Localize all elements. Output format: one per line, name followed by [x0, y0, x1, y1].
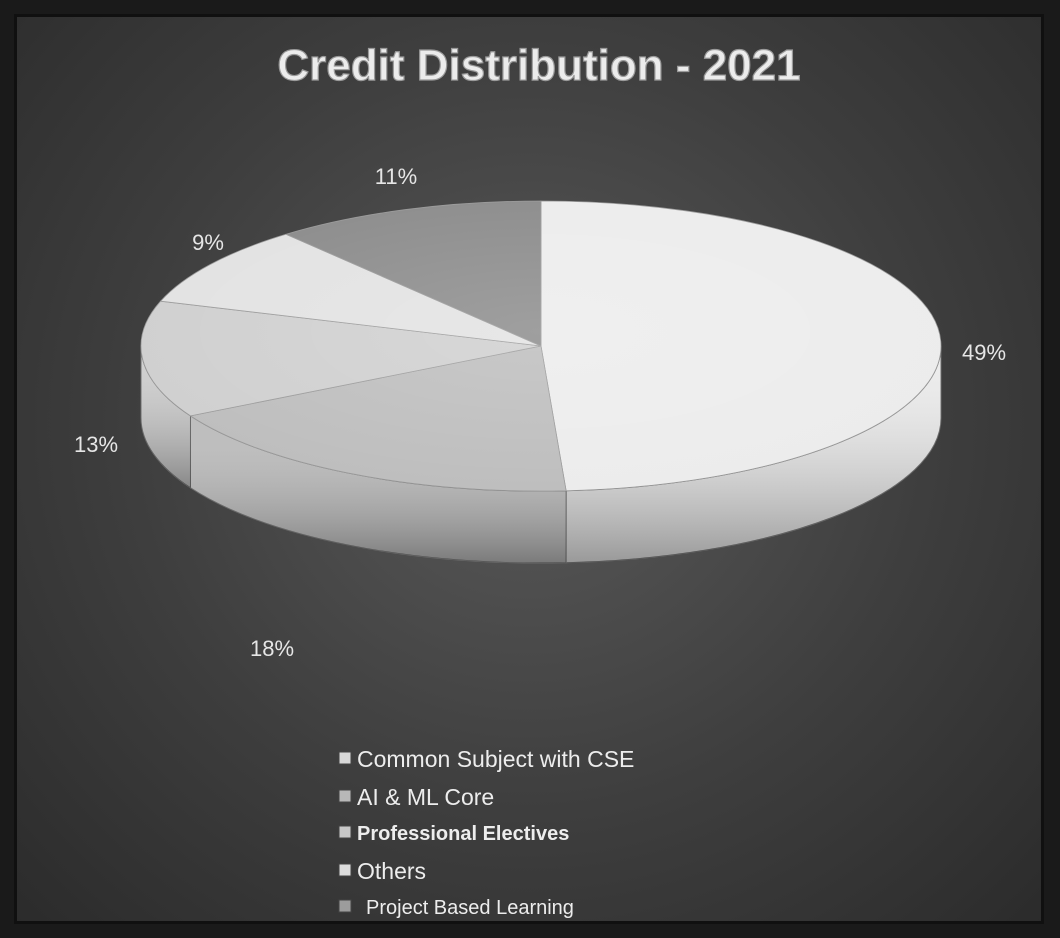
legend-item-others: Others: [338, 858, 426, 884]
legend-item-ai-ml-core: AI & ML Core: [338, 784, 494, 810]
slice-label-others: 9%: [192, 230, 224, 255]
legend-swatch-others: [338, 863, 352, 877]
slice-label-professional-electives: 13%: [74, 432, 118, 457]
legend-item-project-based-learning: Project Based Learning: [338, 897, 574, 919]
pie-chart: Credit Distribution - 2021 49% 18% 13% 9…: [74, 40, 1006, 919]
slice-label-common-subject: 49%: [962, 340, 1006, 365]
chart-title: Credit Distribution - 2021: [277, 41, 800, 90]
legend-label-ai-ml-core: AI & ML Core: [357, 784, 494, 810]
legend-label-professional-electives: Professional Electives: [357, 823, 569, 845]
slice-label-project-based-learning: 11%: [375, 164, 417, 189]
legend-swatch-professional-electives: [338, 825, 352, 839]
pie-labels: 49% 18% 13% 9% 11%: [74, 164, 1006, 661]
legend-item-common-subject: Common Subject with CSE: [338, 746, 634, 772]
legend: Common Subject with CSE AI & ML Core Pro…: [338, 746, 634, 919]
legend-label-project-based-learning: Project Based Learning: [366, 897, 574, 919]
legend-label-common-subject: Common Subject with CSE: [357, 746, 634, 772]
legend-item-professional-electives: Professional Electives: [338, 823, 569, 845]
legend-label-others: Others: [357, 858, 426, 884]
slice-label-ai-ml-core: 18%: [250, 636, 294, 661]
legend-swatch-project-based-learning: [338, 899, 352, 913]
legend-swatch-ai-ml-core: [338, 789, 352, 803]
legend-swatch-common-subject: [338, 751, 352, 765]
chart-frame: Credit Distribution - 2021 49% 18% 13% 9…: [14, 14, 1044, 924]
pie-tops: [140, 200, 942, 492]
pie-side-shade-common-subject: [566, 346, 941, 563]
